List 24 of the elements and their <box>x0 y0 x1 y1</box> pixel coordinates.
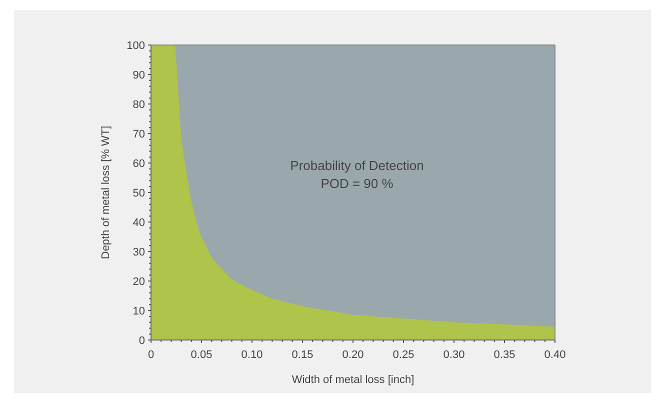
y-tick-label: 20 <box>132 276 145 288</box>
x-tick-label: 0.35 <box>494 349 516 361</box>
x-tick-label: 0.30 <box>443 349 465 361</box>
y-tick-label: 10 <box>132 306 145 318</box>
annotation: Probability of Detection <box>290 158 424 173</box>
y-tick-label: 100 <box>126 40 145 52</box>
y-tick-label: 80 <box>132 99 145 111</box>
y-axis-title: Depth of metal loss [% WT] <box>100 126 112 260</box>
y-tick-label: 90 <box>132 70 145 82</box>
x-tick-label: 0.10 <box>241 349 263 361</box>
x-tick-label: 0 <box>148 349 154 361</box>
x-tick-label: 0.20 <box>342 349 364 361</box>
x-tick-label: 0.15 <box>292 349 314 361</box>
y-tick-label: 0 <box>138 335 145 347</box>
y-tick-label: 30 <box>132 246 145 258</box>
x-tick-label: 0.40 <box>544 349 566 361</box>
x-axis-title: Width of metal loss [inch] <box>292 374 414 386</box>
y-tick-label: 60 <box>132 158 145 170</box>
y-tick-label: 50 <box>132 188 145 200</box>
y-tick-label: 70 <box>132 128 145 140</box>
y-tick-label: 40 <box>132 217 145 229</box>
x-tick-label: 0.05 <box>190 349 212 361</box>
annotation: POD = 90 % <box>320 176 394 191</box>
x-tick-label: 0.25 <box>392 349 414 361</box>
